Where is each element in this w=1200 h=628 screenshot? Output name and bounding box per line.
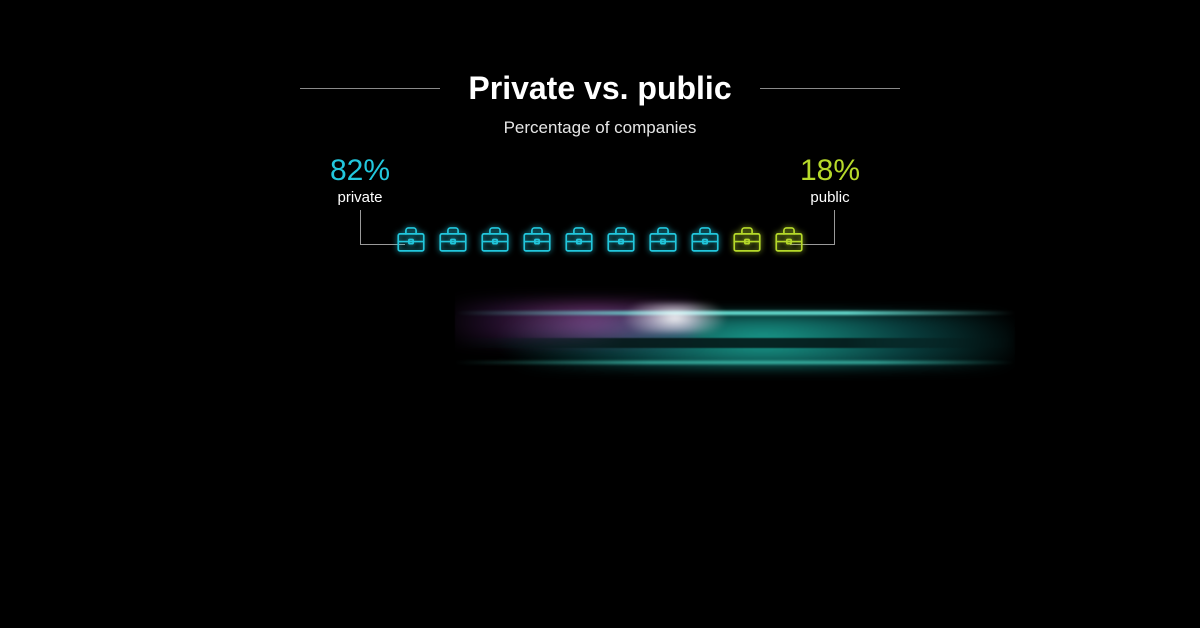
stat-private-value: 82% — [300, 155, 420, 187]
title-rule-left — [300, 88, 440, 89]
briefcase-icon — [436, 222, 470, 256]
infographic-stage: Private vs. public Percentage of compani… — [0, 0, 1200, 628]
stat-public-label: public — [770, 189, 890, 206]
chart-title: Private vs. public — [468, 70, 731, 107]
briefcase-icon — [730, 222, 764, 256]
briefcase-icon — [772, 222, 806, 256]
chart-subtitle: Percentage of companies — [0, 118, 1200, 138]
briefcase-icon — [520, 222, 554, 256]
briefcase-icon — [562, 222, 596, 256]
stat-public-value: 18% — [770, 155, 890, 187]
briefcase-icon — [646, 222, 680, 256]
pictogram-row — [0, 222, 1200, 256]
stat-private-label: private — [300, 189, 420, 206]
title-row: Private vs. public — [0, 70, 1200, 107]
stat-private: 82% private — [300, 155, 420, 206]
briefcase-icon — [604, 222, 638, 256]
decorative-light-streak — [455, 283, 1015, 393]
briefcase-icon — [688, 222, 722, 256]
briefcase-icon — [394, 222, 428, 256]
title-rule-right — [760, 88, 900, 89]
briefcase-icon — [478, 222, 512, 256]
stat-public: 18% public — [770, 155, 890, 206]
